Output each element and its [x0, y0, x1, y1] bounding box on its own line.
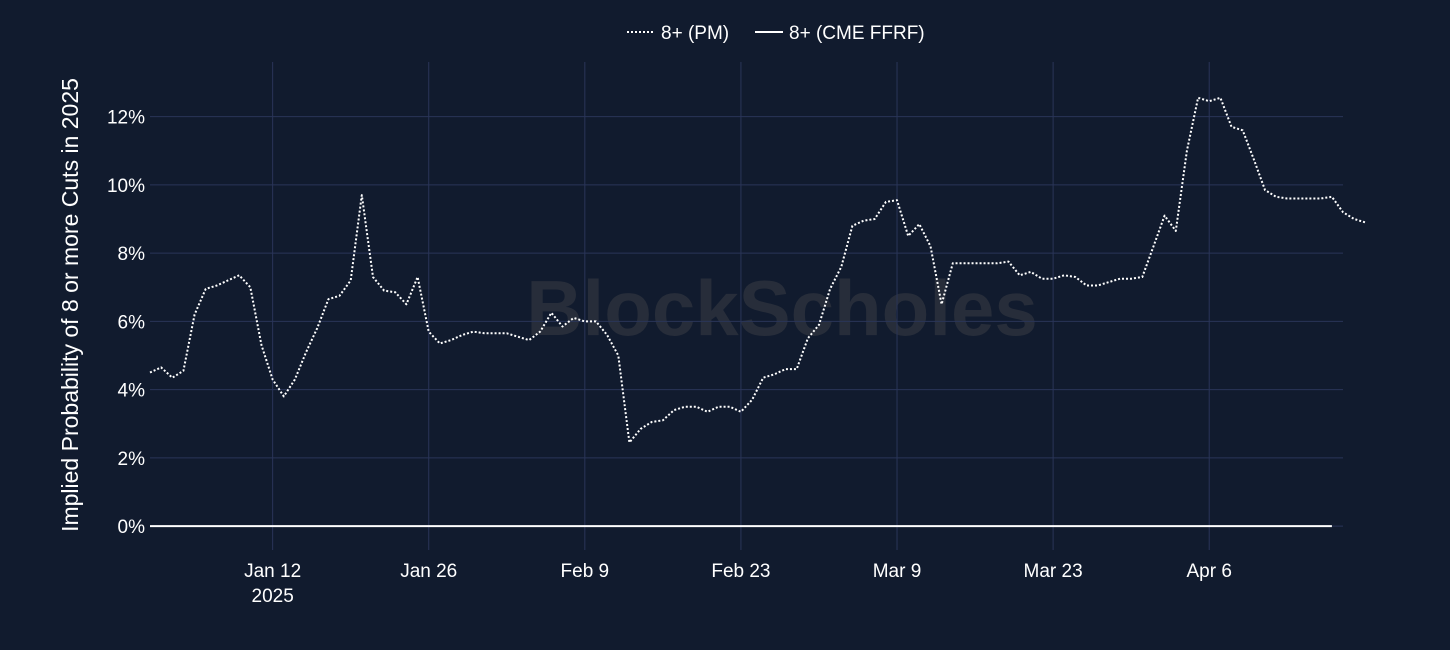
- y-tick-label: 2%: [118, 449, 146, 470]
- x-tick-label: Jan 12: [244, 561, 301, 582]
- legend-label-pm: 8+ (PM): [661, 23, 729, 44]
- y-tick-label: 6%: [118, 312, 146, 333]
- y-tick-label: 0%: [118, 517, 146, 538]
- x-axis-ticks: Jan 12 2025 Jan 26 Feb 9 Feb 23 Mar 9 Mar 23 Ap…: [244, 561, 1232, 607]
- series-layer: [149, 96, 1366, 528]
- chart-watermark: BlockScholes: [526, 264, 1038, 352]
- legend-label-cme: 8+ (CME FFRF): [789, 23, 925, 44]
- y-tick-label: 8%: [118, 244, 146, 265]
- y-axis-label: Implied Probability of 8 or more Cuts in…: [57, 78, 83, 532]
- x-tick-label: Mar 9: [873, 561, 922, 582]
- x-tick-label: Feb 23: [711, 561, 770, 582]
- x-gridlines: [272, 62, 1210, 550]
- x-tick-label: Apr 6: [1186, 561, 1231, 582]
- series-line-pm: [149, 96, 1366, 444]
- x-tick-label: Feb 9: [561, 561, 610, 582]
- x-tick-sublabel: 2025: [252, 586, 294, 607]
- y-tick-label: 4%: [118, 381, 146, 402]
- legend: 8+ (PM) 8+ (CME FFRF): [627, 23, 925, 44]
- y-axis-ticks: 0% 2% 4% 6% 8% 10% 12%: [107, 108, 145, 539]
- y-tick-label: 12%: [107, 108, 145, 129]
- x-tick-label: Mar 23: [1024, 561, 1083, 582]
- y-gridlines: [150, 116, 1343, 527]
- x-tick-label: Jan 26: [400, 561, 457, 582]
- y-tick-label: 10%: [107, 176, 145, 197]
